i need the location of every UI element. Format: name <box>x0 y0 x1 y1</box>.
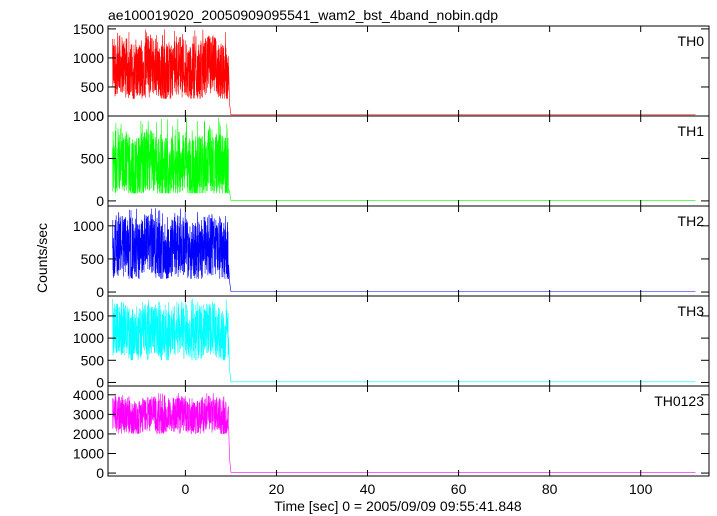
panel-label: TH1 <box>678 123 705 139</box>
y-tick-label: 0 <box>96 193 104 209</box>
y-tick-label: 3000 <box>73 406 104 422</box>
x-tick-label: 60 <box>451 481 467 497</box>
panel-label: TH2 <box>678 213 705 229</box>
panel-th2: 0 500 1000 TH2 <box>73 205 710 300</box>
y-tick-label: 2000 <box>73 426 104 442</box>
x-axis-label: Time [sec] 0 = 2005/09/09 09:55:41.848 <box>274 498 522 514</box>
y-tick-label: 1500 <box>73 21 104 37</box>
series-th3-line <box>112 298 696 383</box>
panel-label: TH0123 <box>654 393 704 409</box>
x-tick-label: 20 <box>269 481 285 497</box>
y-tick-label: 1000 <box>73 218 104 234</box>
series-th1-line <box>112 117 696 201</box>
x-tick-label: 80 <box>542 481 558 497</box>
y-tick-label: 0 <box>96 374 104 390</box>
panels-group: 0 500 1000 1500 TH0 0 500 1000 TH1 0 500 1000 TH2 0 50… <box>73 21 710 481</box>
y-tick-label: 0 <box>96 465 104 481</box>
x-tick-label: 100 <box>629 481 653 497</box>
panel-label: TH0 <box>678 33 705 49</box>
y-tick-label: 1000 <box>73 108 104 124</box>
x-tick-label: 0 <box>182 481 190 497</box>
y-tick-label: 1000 <box>73 446 104 462</box>
panel-th1: 0 500 1000 TH1 <box>73 108 710 209</box>
y-tick-label: 1500 <box>73 308 104 324</box>
series-th0123-line <box>112 393 696 473</box>
y-tick-label: 500 <box>81 79 105 95</box>
panel-label: TH3 <box>678 303 705 319</box>
y-axis-label: Counts/sec <box>34 223 50 293</box>
y-tick-label: 0 <box>96 108 104 124</box>
series-th2-line <box>112 208 696 292</box>
y-tick-label: 500 <box>81 251 105 267</box>
y-tick-label: 4000 <box>73 387 104 403</box>
y-tick-label: 0 <box>96 284 104 300</box>
y-tick-label: 500 <box>81 150 105 166</box>
panel-th0: 0 500 1000 1500 TH0 <box>73 21 710 124</box>
y-tick-label: 500 <box>81 352 105 368</box>
panel-frame <box>107 385 710 477</box>
chart-title: ae100019020_20050909095541_wam2_bst_4ban… <box>108 7 498 23</box>
y-tick-label: 1000 <box>73 330 104 346</box>
series-th0-line <box>112 29 696 116</box>
panel-th3: 0 500 1000 1500 TH3 <box>73 295 710 390</box>
y-tick-label: 1000 <box>73 50 104 66</box>
x-tick-labels: 0 20 40 60 80 100 <box>182 481 653 497</box>
panel-th0123: 0 1000 2000 3000 4000 TH0123 <box>73 385 710 481</box>
x-tick-label: 40 <box>360 481 376 497</box>
